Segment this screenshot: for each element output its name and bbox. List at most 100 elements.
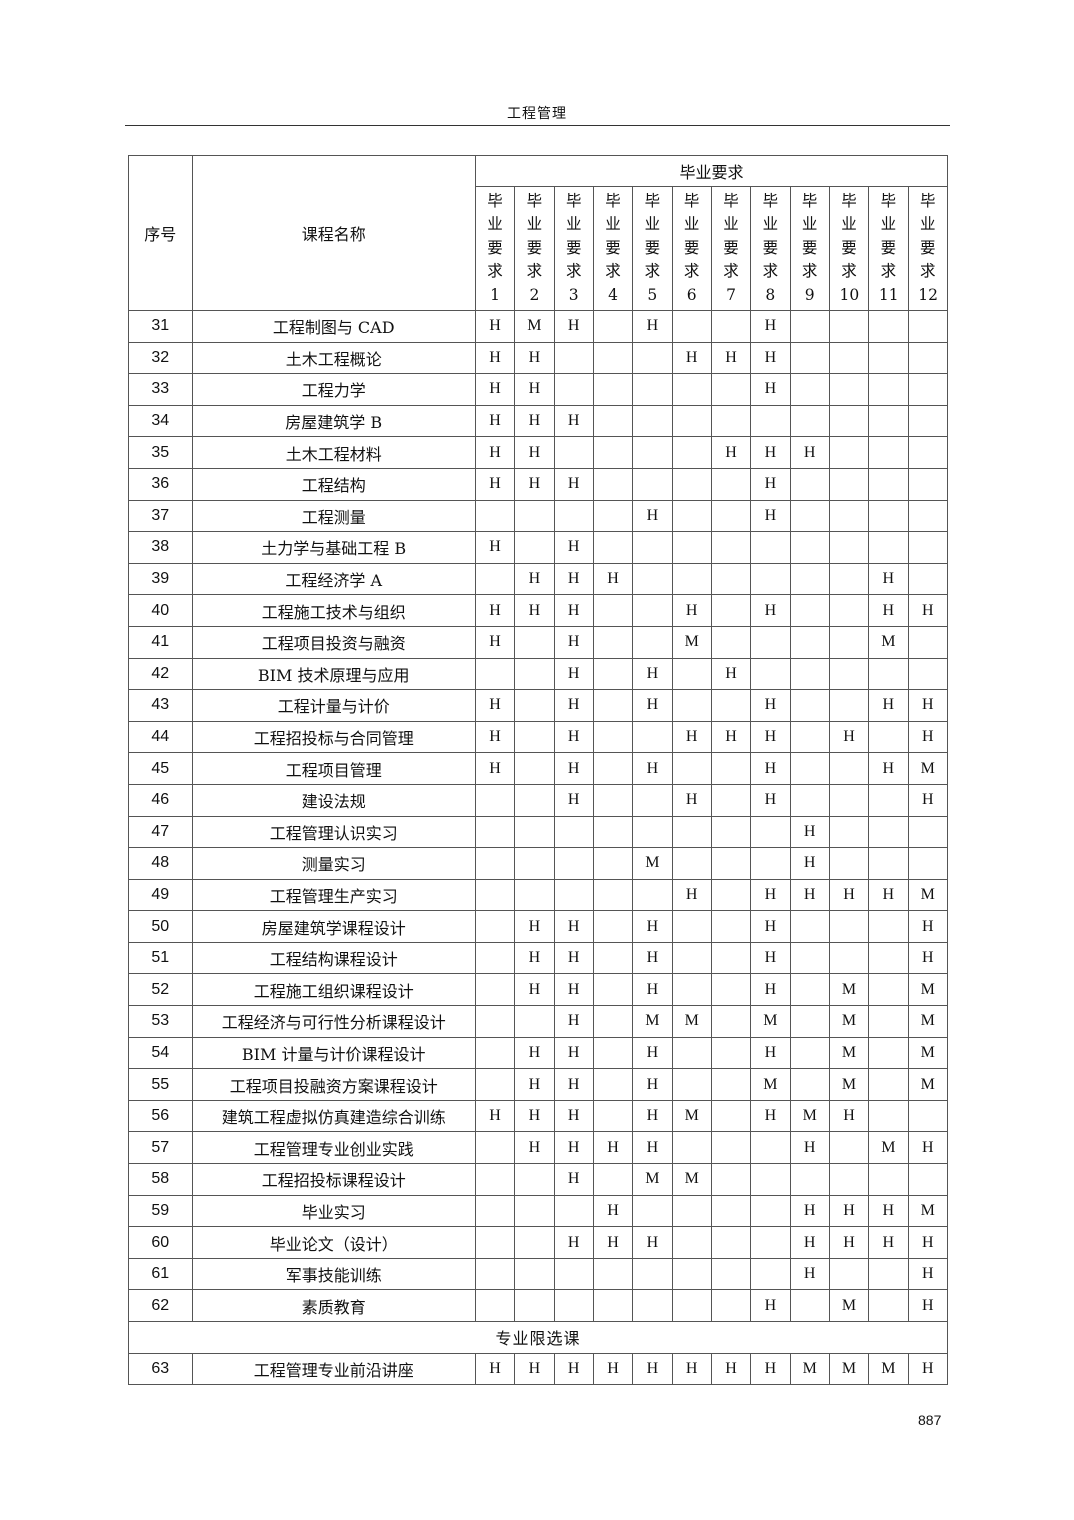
requirement-level-cell: H [514,562,555,596]
table-row: 54 BIM 计量与计价课程设计 H H H H M M [128,1036,948,1070]
requirement-level-cell [789,1005,830,1038]
requirement-level-cell [671,657,712,691]
requirement-level-cell: H [514,436,555,469]
requirement-level-cell: H [671,594,712,627]
requirement-level-cell [907,404,948,438]
row-number: 35 [128,436,193,469]
requirement-level-cell: H [553,973,594,1007]
requirement-header-label: 毕业要求3 [565,191,582,304]
row-number: 34 [128,404,193,438]
requirement-level-cell [828,847,870,880]
course-name: 工程施工技术与组织 [191,594,476,627]
requirement-level-cell [789,783,830,817]
requirement-level-cell [828,689,870,722]
row-number: 43 [128,689,193,722]
requirement-level-cell [789,657,830,691]
column-header-requirement: 毕业要求12 [907,186,948,311]
requirement-level-cell [671,436,712,469]
requirement-level-cell: H [553,720,594,754]
requirement-level-cell [828,310,870,343]
requirement-level-cell [750,1257,791,1291]
requirement-level-cell [632,1194,673,1228]
requirement-level-cell [828,752,870,785]
requirement-level-cell: H [868,878,909,912]
requirement-level-cell: H [750,467,791,501]
column-header-requirement: 毕业要求4 [592,186,634,311]
requirement-level-cell: H [474,625,516,659]
requirement-level-cell [671,1257,712,1291]
requirement-level-cell [828,531,870,564]
requirement-level-cell: H [828,1099,870,1133]
requirement-level-cell [789,973,830,1007]
graduation-requirements-matrix: 序号 课程名称 毕业要求 毕业要求1 毕业要求2 毕业要求3 毕业要求4 毕业要求5 毕业… [128,155,949,1386]
row-number: 39 [128,562,193,596]
requirement-level-cell: H [907,941,948,975]
requirement-level-cell [632,436,673,469]
requirement-level-cell [474,783,516,817]
requirement-level-cell [592,941,634,975]
requirement-level-cell [907,531,948,564]
row-number: 51 [128,941,193,975]
requirement-level-cell: H [632,1036,673,1070]
table-row: 32 土木工程概论 H H H H H [128,341,948,375]
requirement-level-cell [632,467,673,501]
requirement-level-cell [632,815,673,849]
requirement-level-cell [789,1289,830,1322]
requirement-level-cell: M [828,1005,870,1038]
requirement-level-cell [710,1289,752,1322]
row-number: 44 [128,720,193,754]
requirement-level-cell [592,341,634,375]
requirement-level-cell [710,1194,752,1228]
requirement-level-cell: H [868,752,909,785]
requirement-level-cell [868,404,909,438]
requirement-level-cell [671,467,712,501]
table-row: 55 工程项目投融资方案课程设计 H H H M M M [128,1068,948,1101]
requirement-level-cell [632,625,673,659]
requirement-level-cell: H [474,689,516,722]
requirement-level-cell: M [671,1099,712,1133]
row-number: 37 [128,499,193,533]
requirement-level-cell [750,815,791,849]
requirement-level-cell [592,910,634,943]
requirement-level-cell [592,1099,634,1133]
requirement-level-cell [632,373,673,406]
requirement-level-cell: H [789,815,830,849]
requirement-level-cell [632,404,673,438]
requirement-level-cell: H [671,720,712,754]
row-number: 45 [128,752,193,785]
requirement-level-cell [907,499,948,533]
requirement-level-cell: H [750,1289,791,1322]
requirement-level-cell: H [789,436,830,469]
row-number: 57 [128,1131,193,1165]
table-row: 36 工程结构 H H H H [128,467,948,501]
requirement-level-cell [710,625,752,659]
requirement-level-cell [553,499,594,533]
requirement-level-cell [750,404,791,438]
running-header-title: 工程管理 [507,106,567,122]
table-row: 43 工程计量与计价 H H H H H H [128,689,948,722]
table-row: 57 工程管理专业创业实践 H H H H H M H [128,1131,948,1165]
requirement-level-cell [553,1257,594,1291]
requirement-level-cell: H [710,341,752,375]
requirement-level-cell [592,404,634,438]
requirement-level-cell: H [632,689,673,722]
row-number: 53 [128,1005,193,1038]
row-number: 46 [128,783,193,817]
table-row: 51 工程结构课程设计 H H H H H [128,941,948,975]
requirement-level-cell [828,1163,870,1196]
requirement-level-cell [474,878,516,912]
requirement-level-cell: H [514,973,555,1007]
requirement-level-cell: H [474,752,516,785]
requirement-level-cell: M [671,1005,712,1038]
requirement-level-cell: H [553,1163,594,1196]
requirement-level-cell: H [789,878,830,912]
requirement-level-cell: H [750,594,791,627]
requirement-level-cell [710,1099,752,1133]
requirement-level-cell: H [632,657,673,691]
requirement-level-cell [868,310,909,343]
requirement-level-cell [632,341,673,375]
requirement-level-cell [907,310,948,343]
requirement-level-cell: H [710,436,752,469]
requirement-level-cell [710,310,752,343]
course-name: 工程经济学 A [191,562,476,596]
